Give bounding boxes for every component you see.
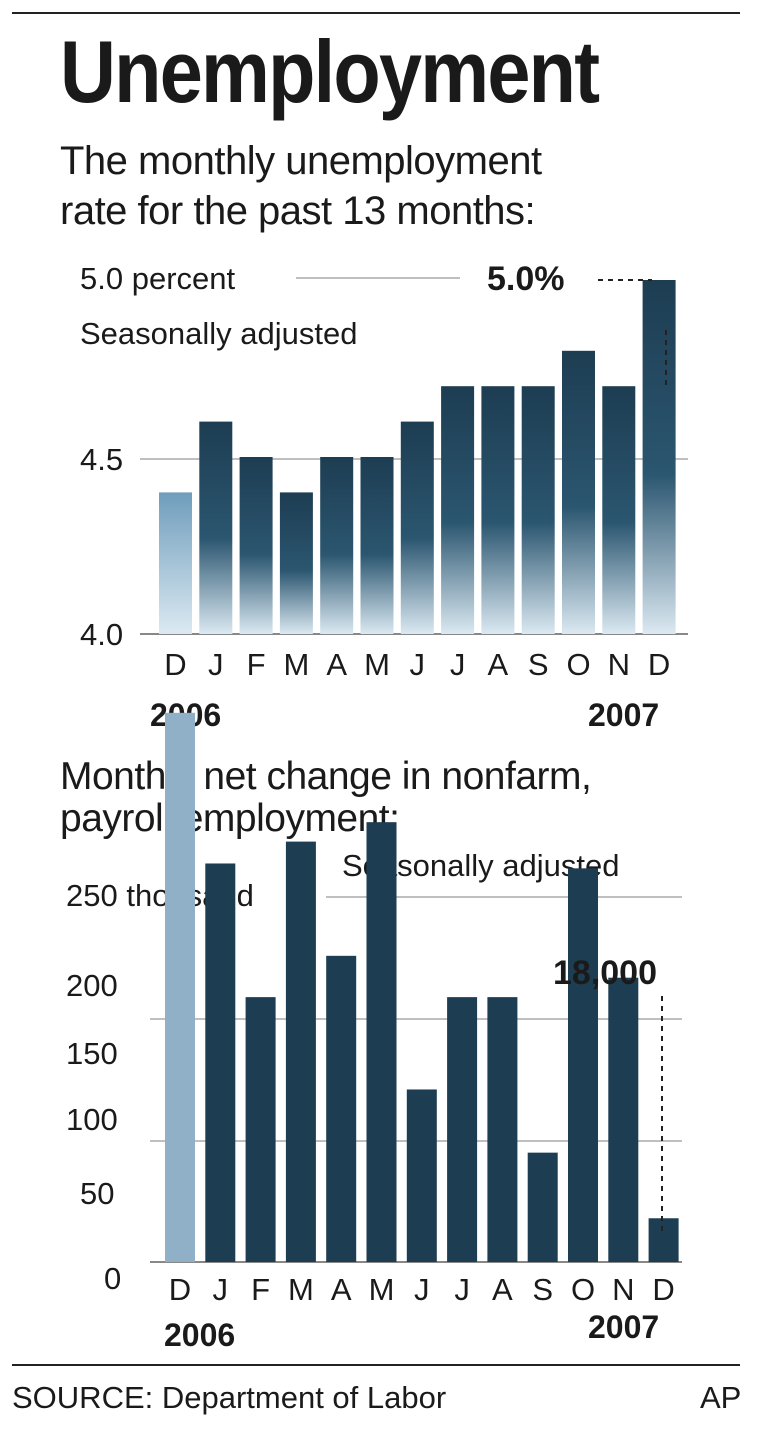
chart1-bar-0 (159, 492, 192, 634)
chart2-year-end: 2007 (588, 1309, 659, 1345)
chart1-bar-9 (521, 386, 555, 634)
chart2-bar-9 (527, 1152, 558, 1262)
chart1-bar-11 (602, 386, 636, 634)
chart1-bar-1 (199, 421, 233, 634)
chart1-xtick-4: A (326, 647, 347, 682)
chart1-xtick-2: F (247, 647, 266, 682)
chart1-bar-8 (481, 386, 515, 634)
chart2-ytick-150: 150 (66, 1036, 118, 1071)
chart2-bar-2 (245, 997, 276, 1262)
chart2-xtick-8: A (492, 1272, 513, 1307)
payroll-change-chart: Seasonally adjusted 250 thousand 200 150… (66, 712, 682, 1353)
chart2-bar-10 (568, 868, 598, 1262)
chart2-subtitle-line1: Monthly net change in nonfarm, (60, 755, 592, 798)
chart1-xtick-8: A (488, 647, 509, 682)
chart2-bar-11 (608, 977, 639, 1262)
chart1-xtick-5: M (364, 647, 390, 682)
chart1-xtick-6: J (410, 647, 426, 682)
chart2-xtick-3: M (288, 1272, 314, 1307)
chart2-xtick-11: N (612, 1272, 634, 1307)
chart1-subtitle-line2: rate for the past 13 months: (60, 189, 536, 233)
chart2-bar-7 (447, 997, 478, 1262)
chart2-year-start: 2006 (164, 1317, 235, 1353)
chart2-ytick-0: 0 (104, 1261, 121, 1296)
chart2-ytick-200: 200 (66, 968, 118, 1003)
chart1-annotation: 5.0% (487, 260, 565, 298)
source-credit: SOURCE: Department of Labor (12, 1380, 447, 1415)
chart2-bar-5 (366, 822, 397, 1262)
chart1-bar-10 (562, 350, 595, 634)
chart2-ytick-100: 100 (66, 1102, 118, 1137)
chart2-xtick-4: A (331, 1272, 352, 1307)
agency-credit: AP (700, 1380, 742, 1415)
chart2-annotation: 18,000 (553, 954, 657, 992)
chart2-bar-6 (406, 1089, 437, 1262)
chart1-bar-5 (360, 457, 394, 634)
chart2-xtick-10: O (571, 1272, 595, 1307)
chart2-xtick-9: S (532, 1272, 553, 1307)
chart2-xtick-2: F (251, 1272, 270, 1307)
chart2-bar-12 (648, 1218, 679, 1262)
chart1-bar-3 (279, 492, 313, 634)
chart1-bar-12 (642, 280, 676, 634)
chart1-xtick-11: N (608, 647, 630, 682)
chart2-subtitle-line2: payroll employment: (60, 797, 400, 840)
chart1-xtick-7: J (450, 647, 466, 682)
chart1-xtick-1: J (208, 647, 224, 682)
chart1-xtick-12: D (648, 647, 670, 682)
chart1-unit-label: 5.0 percent (80, 261, 235, 296)
chart2-bar-3 (285, 841, 316, 1262)
bottom-rule (12, 1364, 740, 1366)
chart2-ytick-50: 50 (80, 1176, 114, 1211)
chart2-xtick-0: D (169, 1272, 191, 1307)
chart2-xtick-6: J (414, 1272, 430, 1307)
chart1-year-end: 2007 (588, 697, 659, 733)
chart1-xtick-0: D (164, 647, 186, 682)
chart2-xtick-12: D (652, 1272, 674, 1307)
top-rule (12, 12, 740, 14)
chart1-xtick-9: S (528, 647, 549, 682)
unemployment-rate-chart: 5.0 percent Seasonally adjusted 4.0 4.5 … (80, 260, 688, 733)
chart2-xtick-1: J (213, 1272, 229, 1307)
chart2-xtick-5: M (369, 1272, 395, 1307)
chart2-xtick-7: J (454, 1272, 470, 1307)
chart1-ytick-4.0: 4.0 (80, 617, 123, 652)
chart1-ytick-4.5: 4.5 (80, 442, 123, 477)
chart1-xtick-10: O (566, 647, 590, 682)
chart1-bar-4 (320, 457, 354, 634)
chart2-bar-8 (487, 997, 518, 1262)
page-title: Unemployment (60, 22, 600, 121)
chart1-bar-7 (441, 386, 475, 634)
chart2-bar-0 (165, 712, 195, 1262)
chart1-xtick-3: M (283, 647, 309, 682)
chart2-bar-1 (205, 863, 236, 1262)
chart1-note: Seasonally adjusted (80, 316, 357, 351)
chart1-bar-6 (400, 421, 434, 634)
chart1-bar-2 (239, 457, 273, 634)
chart2-bar-4 (326, 955, 357, 1262)
chart1-subtitle-line1: The monthly unemployment (60, 139, 542, 183)
